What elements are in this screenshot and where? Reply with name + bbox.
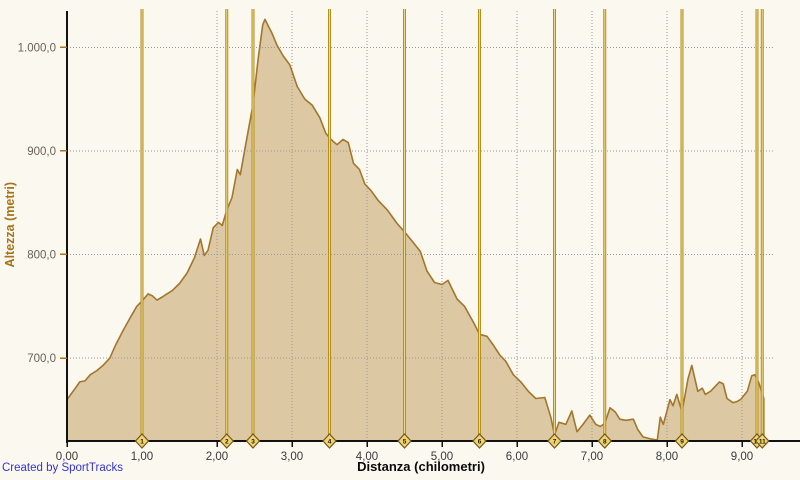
lap-number: 7	[553, 438, 557, 445]
lap-number: 6	[478, 438, 482, 445]
lap-marker-diamond[interactable]: 11	[754, 433, 770, 449]
lap-marker-diamond[interactable]: 1	[134, 433, 150, 449]
lap-marker-diamond[interactable]: 5	[397, 433, 412, 449]
lap-marker-diamond[interactable]: 2	[219, 433, 235, 449]
diamond-icon	[245, 433, 261, 449]
diamond-icon	[674, 433, 690, 449]
lap-number: 11	[759, 438, 766, 445]
y-axis-title: Altezza (metri)	[3, 182, 17, 268]
x-tick-label: 2,00	[206, 451, 228, 463]
y-tick-label: 900,0	[27, 146, 56, 158]
lap-marker-diamond[interactable]: 9	[674, 433, 690, 449]
lap-number: 2	[225, 438, 229, 445]
x-tick-label: 4,00	[356, 451, 378, 463]
x-tick-label: 8,00	[656, 451, 678, 463]
diamond-icon	[472, 433, 487, 449]
x-tick-label: 5,00	[431, 451, 453, 463]
x-tick-label: 0,00	[56, 451, 78, 463]
elevation-area[interactable]	[67, 19, 764, 442]
y-tick-label: 800,0	[27, 249, 56, 261]
diamond-icon	[322, 433, 337, 449]
x-tick-label: 9,00	[731, 451, 753, 463]
sporttracks-credit[interactable]: Created by SportTracks	[2, 462, 124, 474]
diamond-icon	[597, 433, 613, 449]
diamond-icon	[397, 433, 412, 449]
diamond-icon	[219, 433, 235, 449]
x-tick-label: 7,00	[581, 451, 603, 463]
lap-marker-diamond[interactable]: 8	[597, 433, 613, 449]
x-tick-label: 3,00	[281, 451, 303, 463]
lap-number: 3	[251, 438, 255, 445]
lap-marker-diamond[interactable]: 7	[547, 433, 562, 449]
lap-marker-diamond[interactable]: 3	[245, 433, 261, 449]
diamond-icon	[547, 433, 562, 449]
y-tick-label: 700,0	[27, 353, 56, 365]
x-tick-label: 6,00	[506, 451, 528, 463]
x-tick-label: 1,00	[131, 451, 153, 463]
lap-number: 9	[680, 438, 684, 445]
y-tick-label: 1.000,0	[18, 42, 56, 54]
lap-number: 8	[603, 438, 607, 445]
lap-number: 4	[328, 438, 332, 445]
x-axis-title: Distanza (chilometri)	[357, 459, 485, 474]
lap-number: 1	[140, 438, 144, 445]
elevation-line	[66, 18, 765, 441]
lap-marker-diamond[interactable]: 4	[322, 433, 337, 449]
lap-number: 5	[403, 438, 407, 445]
x-axis-title-wrap: Distanza (chilometri)	[67, 458, 775, 476]
diamond-icon	[134, 433, 150, 449]
y-axis-title-wrap: Altezza (metri)	[1, 140, 19, 310]
lap-marker-diamond[interactable]: 6	[472, 433, 487, 449]
diamond-icon	[754, 433, 770, 449]
